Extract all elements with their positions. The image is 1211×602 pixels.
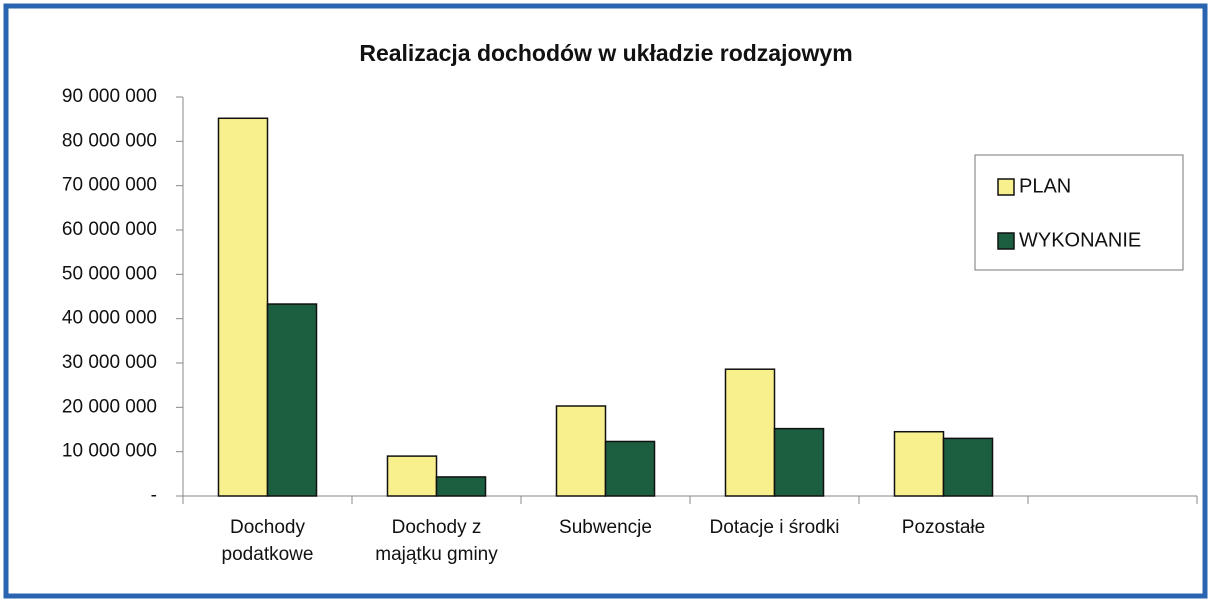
bar: [773, 427, 825, 497]
y-tick-label: 80 000 000: [62, 130, 157, 151]
bar: [604, 440, 656, 497]
y-tick-label: 90 000 000: [62, 86, 157, 107]
bar: [386, 455, 438, 497]
y-tick-label: -: [151, 485, 157, 506]
legend-swatch: [997, 232, 1015, 250]
legend-swatch: [997, 178, 1015, 196]
bar: [217, 117, 269, 497]
bar: [942, 437, 994, 497]
x-tick-label: Dotacje i środki: [709, 517, 840, 538]
y-tick-label: 10 000 000: [62, 441, 157, 462]
x-tick-label: Dochody z majątku gminy: [375, 517, 498, 565]
bar: [266, 303, 318, 497]
y-tick-label: 30 000 000: [62, 352, 157, 373]
legend-label: PLAN: [1019, 175, 1071, 197]
y-tick-label: 40 000 000: [62, 308, 157, 329]
y-tick-label: 20 000 000: [62, 396, 157, 417]
bar: [893, 430, 945, 497]
frame-border: [3, 3, 1208, 599]
x-tick-label: Dochody podatkowe: [221, 517, 314, 565]
bar: [435, 476, 487, 497]
y-tick-label: 60 000 000: [62, 219, 157, 240]
bar: [724, 368, 776, 497]
x-tick-label: Pozostałe: [901, 517, 986, 538]
bar: [555, 405, 607, 497]
legend-label: WYKONANIE: [1019, 229, 1141, 251]
legend-box: [974, 154, 1184, 271]
x-tick-label: Subwencje: [559, 517, 652, 538]
y-tick-label: 50 000 000: [62, 263, 157, 284]
y-tick-label: 70 000 000: [62, 175, 157, 196]
chart-title: Realizacja dochodów w układzie rodzajowy…: [359, 40, 852, 66]
